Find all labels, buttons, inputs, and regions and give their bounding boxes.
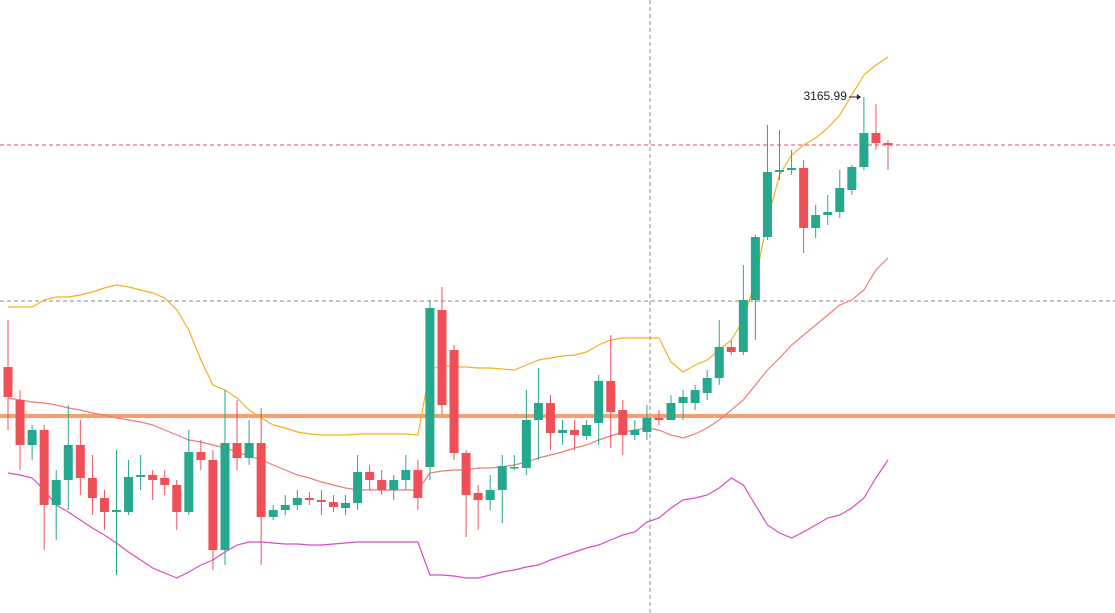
candle-body [353,472,363,503]
candle-body [244,443,254,458]
candle-body [389,480,399,490]
candle-body [365,472,375,480]
candle-body [425,308,435,467]
candle-body [292,498,302,505]
candle-body [702,378,712,393]
candle-body [160,478,170,485]
candle-body [558,430,568,433]
annotation-label: 3165.99 [803,89,847,103]
candle-body [196,452,206,460]
candle-body [39,430,49,505]
candle-body [835,188,845,212]
candle-body [473,493,483,500]
candle-body [99,498,109,512]
candle-body [509,467,519,469]
candle-body [714,347,724,378]
candle-body [328,502,338,507]
candle-body [256,443,266,517]
candle-body [666,403,676,420]
candle-body [654,418,664,420]
candle-body [533,403,543,420]
candle-body [111,510,121,512]
candle-body [437,310,447,405]
candle-body [377,480,387,490]
candle-body [726,347,736,352]
candle-body [823,212,833,215]
candle-body [232,443,242,458]
candle-body [485,490,495,500]
candle-body [594,381,604,423]
candle-body [75,445,85,478]
candle-body [461,453,471,495]
candle-body [678,397,688,403]
candle-body [341,503,351,508]
candle-body [883,143,893,145]
candle-body [630,430,640,435]
candle-body [847,167,857,190]
candle-body [497,466,507,490]
annotation-arrowhead [856,94,861,101]
candle-body [413,470,423,498]
candle-body [811,215,821,228]
candle-body [184,452,194,512]
candle-body [172,485,182,512]
candle-body [280,505,290,510]
candle-body [401,470,411,480]
candle-body [268,510,278,517]
candle-body [124,477,134,512]
band-line [7,257,889,491]
candle-body [545,403,555,433]
band-line [7,459,889,579]
candle-body [27,430,37,445]
candle-body [63,445,73,480]
candle-body [775,170,785,172]
candle-body [642,418,652,432]
candle-body [570,430,580,435]
candle-body [208,460,218,550]
candle-body [87,478,97,498]
candle-body [51,480,61,505]
candle-body [316,500,326,502]
candle-body [859,133,869,167]
candle-body [618,410,628,435]
candle-body [690,390,700,403]
candle-body [787,168,797,170]
candle-body [3,367,13,397]
candle-body [582,425,592,436]
candle-body [738,300,748,352]
candle-body [750,237,760,300]
candle-body [15,400,25,445]
candle-body [871,133,881,143]
candle-body [220,443,230,550]
candle-body [449,350,459,453]
candle-body [606,381,616,412]
candle-body [136,475,146,477]
candle-body [148,475,158,480]
candle-body [521,420,531,468]
candle-body [304,498,314,500]
candle-body [799,168,809,228]
candle-body [762,172,772,237]
